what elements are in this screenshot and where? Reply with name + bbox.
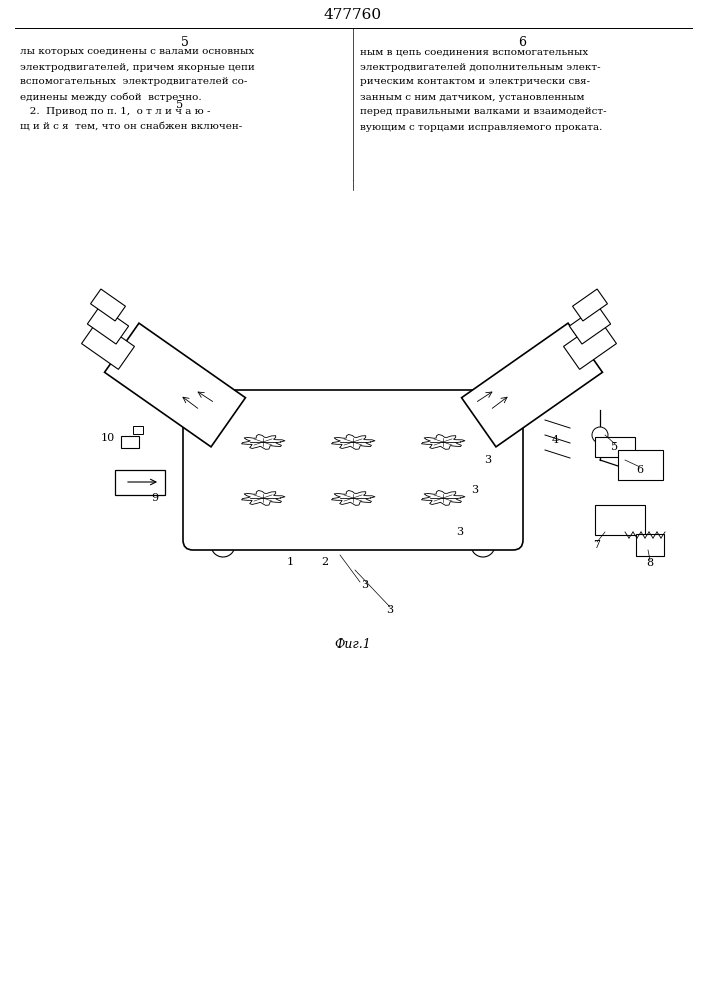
Text: 5: 5 — [181, 35, 189, 48]
Bar — [617, 450, 662, 480]
Bar — [573, 289, 607, 321]
Circle shape — [493, 465, 503, 475]
Text: вспомогательных  электродвигателей со-: вспомогательных электродвигателей со- — [20, 78, 247, 87]
Circle shape — [203, 465, 213, 475]
Text: 7: 7 — [593, 540, 600, 550]
Bar — [462, 323, 602, 447]
Bar — [90, 289, 125, 321]
Text: единены между собой  встречно.: единены между собой встречно. — [20, 92, 201, 102]
Text: 5: 5 — [612, 442, 619, 452]
Text: 3: 3 — [457, 527, 464, 537]
Text: электродвигателей, причем якорные цепи: электродвигателей, причем якорные цепи — [20, 62, 255, 72]
Text: электродвигателей дополнительным элект-: электродвигателей дополнительным элект- — [360, 62, 601, 72]
Text: 10: 10 — [101, 433, 115, 443]
Bar — [115, 470, 165, 494]
Circle shape — [471, 533, 495, 557]
Circle shape — [203, 495, 213, 505]
Text: Фиг.1: Фиг.1 — [334, 639, 371, 652]
Text: 2: 2 — [322, 557, 329, 567]
Text: 6: 6 — [518, 35, 526, 48]
Text: 4: 4 — [552, 435, 559, 445]
Bar — [595, 505, 645, 535]
Text: 2.  Привод по п. 1,  о т л и ч а ю -: 2. Привод по п. 1, о т л и ч а ю - — [20, 107, 211, 116]
Circle shape — [203, 435, 213, 445]
Text: 6: 6 — [636, 465, 643, 475]
Circle shape — [211, 533, 235, 557]
Circle shape — [343, 405, 363, 425]
Text: 3: 3 — [387, 605, 394, 615]
Bar — [636, 534, 664, 556]
Text: 9: 9 — [151, 493, 158, 503]
Text: 1: 1 — [286, 557, 293, 567]
Circle shape — [493, 495, 503, 505]
Text: перед правильными валками и взаимодейст-: перед правильными валками и взаимодейст- — [360, 107, 607, 116]
Bar — [133, 426, 143, 434]
FancyBboxPatch shape — [183, 390, 523, 550]
Bar — [121, 436, 139, 448]
Bar — [569, 306, 611, 344]
Bar — [88, 306, 129, 344]
Text: лы которых соединены с валами основных: лы которых соединены с валами основных — [20, 47, 255, 56]
Text: вующим с торцами исправляемого проката.: вующим с торцами исправляемого проката. — [360, 122, 602, 131]
Text: 3: 3 — [361, 580, 368, 590]
Text: занным с ним датчиком, установленным: занным с ним датчиком, установленным — [360, 93, 585, 102]
Bar — [105, 323, 245, 447]
Bar — [81, 321, 134, 369]
Bar — [563, 321, 617, 369]
Bar — [595, 437, 635, 457]
Text: 3: 3 — [472, 485, 479, 495]
Text: 477760: 477760 — [324, 8, 382, 22]
Text: 5: 5 — [177, 100, 184, 110]
Text: рическим контактом и электрически свя-: рическим контактом и электрически свя- — [360, 78, 590, 87]
Circle shape — [493, 435, 503, 445]
Text: 3: 3 — [484, 455, 491, 465]
Text: 8: 8 — [646, 558, 653, 568]
Circle shape — [592, 427, 608, 443]
Text: щ и й с я  тем, что он снабжен включен-: щ и й с я тем, что он снабжен включен- — [20, 122, 243, 131]
Text: ным в цепь соединения вспомогательных: ным в цепь соединения вспомогательных — [360, 47, 588, 56]
